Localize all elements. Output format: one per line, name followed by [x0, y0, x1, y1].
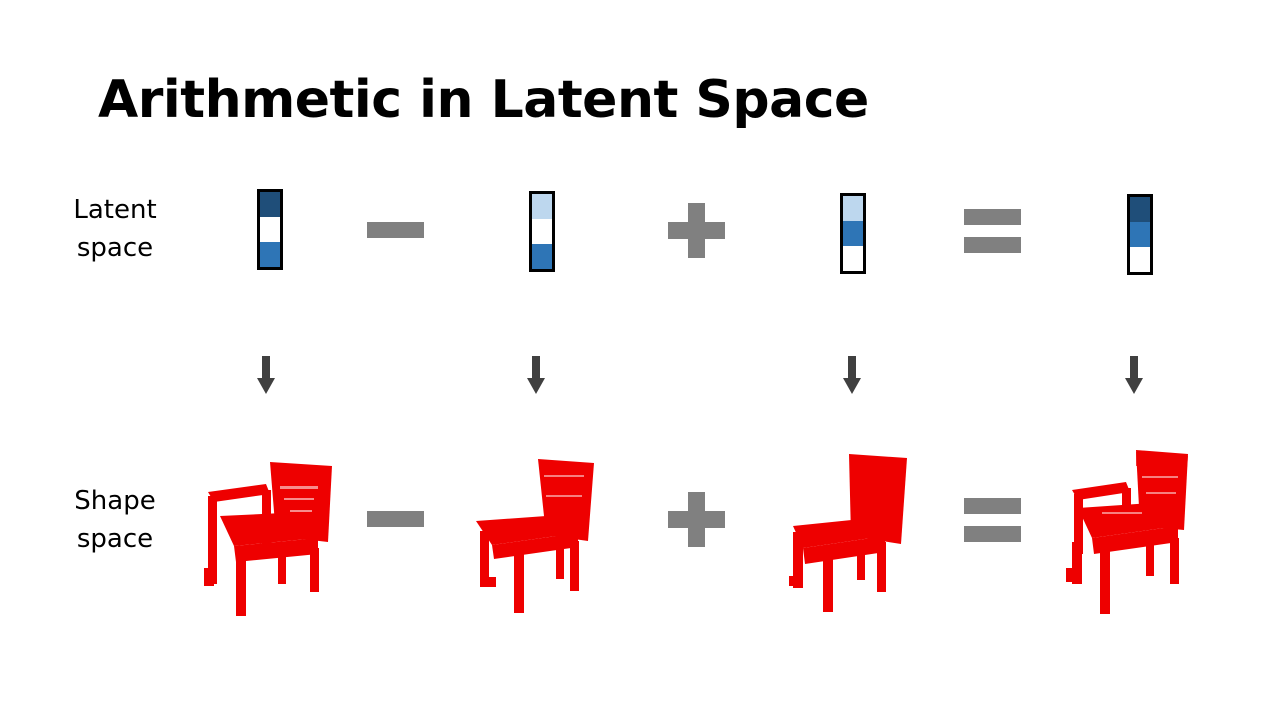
vector-1-cell-1: [260, 192, 280, 217]
armchair-shape: [204, 462, 332, 616]
latent-vector-4: [1127, 194, 1153, 275]
result-armchair-shape: [1066, 450, 1188, 614]
shape-space-label-line1: Shape: [74, 486, 156, 516]
shape-space-label: Shape space: [50, 482, 180, 558]
arrow-down-icon: [527, 356, 545, 394]
latent-vector-3: [840, 193, 866, 274]
arrow-down-icon: [1125, 356, 1143, 394]
vector-3-cell-1: [843, 196, 863, 221]
equals-icon: [964, 498, 1021, 542]
vector-4-cell-1: [1130, 197, 1150, 222]
plus-icon: [668, 492, 725, 547]
chair-shape: [476, 459, 594, 613]
vector-4-cell-2: [1130, 222, 1150, 247]
vector-2-cell-3: [532, 244, 552, 269]
latent-space-label-line1: Latent: [73, 195, 157, 225]
latent-space-label: Latent space: [50, 191, 180, 267]
tall-chair-shape: [789, 454, 907, 612]
vector-3-cell-2: [843, 221, 863, 246]
equals-icon: [964, 209, 1021, 253]
vector-4-cell-3: [1130, 247, 1150, 272]
minus-icon: [367, 511, 424, 527]
minus-icon: [367, 222, 424, 238]
vector-2-cell-1: [532, 194, 552, 219]
vector-1-cell-3: [260, 242, 280, 267]
arrow-down-icon: [843, 356, 861, 394]
vector-3-cell-3: [843, 246, 863, 271]
slide-title: Arithmetic in Latent Space: [98, 70, 869, 130]
latent-space-label-line2: space: [76, 233, 154, 263]
vector-1-cell-2: [260, 217, 280, 242]
latent-vector-1: [257, 189, 283, 270]
latent-vector-2: [529, 191, 555, 272]
shape-space-label-line2: space: [76, 524, 154, 554]
plus-icon: [668, 203, 725, 258]
arrow-down-icon: [257, 356, 275, 394]
vector-2-cell-2: [532, 219, 552, 244]
